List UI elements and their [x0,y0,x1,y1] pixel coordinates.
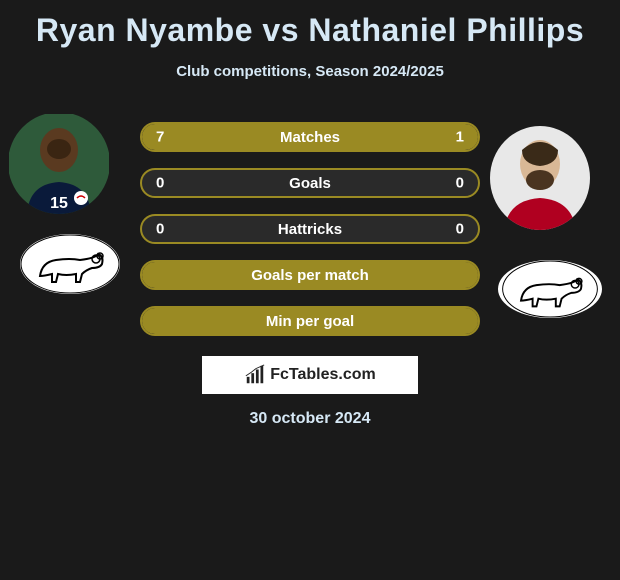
player-right-silhouette [490,126,590,230]
chart-icon [244,364,266,386]
player-left-silhouette: 15 [9,114,109,214]
player-photo-right [490,126,590,230]
stat-label: Hattricks [142,221,478,238]
brand-text: FcTables.com [270,366,376,384]
stats-container: 71Matches 00Goals 00Hattricks Goals per mat… [140,122,480,352]
club-crest-left [20,234,120,294]
stat-label: Min per goal [142,313,478,330]
stat-row: Goals per match [140,260,480,290]
date-text: 30 october 2024 [0,410,620,428]
player-photo-left: 15 [8,112,110,214]
svg-text:15: 15 [50,195,68,212]
stat-label: Goals per match [142,267,478,284]
brand-box: FcTables.com [202,356,418,394]
subtitle: Club competitions, Season 2024/2025 [0,63,620,80]
stat-label: Matches [142,129,478,146]
stat-row: 71Matches [140,122,480,152]
club-crest-right [498,260,602,318]
stat-row: Min per goal [140,306,480,336]
stat-row: 00Hattricks [140,214,480,244]
page-title: Ryan Nyambe vs Nathaniel Phillips [0,0,620,49]
stat-row: 00Goals [140,168,480,198]
stat-label: Goals [142,175,478,192]
